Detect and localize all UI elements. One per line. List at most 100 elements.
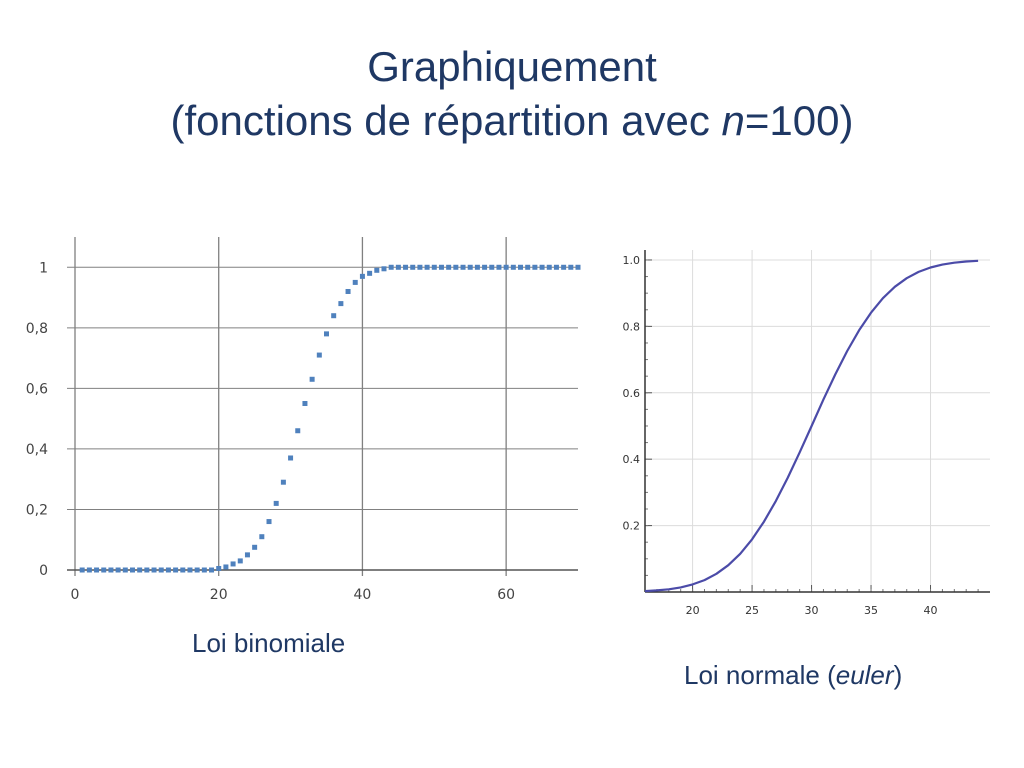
normal-cdf-curve bbox=[644, 259, 979, 593]
data-point bbox=[338, 301, 344, 307]
data-point bbox=[359, 273, 365, 279]
caption-normal-prefix: Loi normale ( bbox=[684, 660, 836, 690]
data-point bbox=[79, 567, 85, 573]
y-tick-label: 0,4 bbox=[26, 442, 48, 458]
data-point bbox=[438, 264, 444, 270]
y-tick-label: 0.8 bbox=[623, 320, 641, 333]
data-point bbox=[496, 264, 502, 270]
y-tick-label: 0.6 bbox=[623, 387, 641, 400]
x-tick-label: 40 bbox=[924, 604, 938, 617]
data-point bbox=[381, 266, 387, 272]
data-point bbox=[165, 567, 171, 573]
x-tick-label: 30 bbox=[805, 604, 819, 617]
data-point bbox=[403, 264, 409, 270]
data-point bbox=[144, 567, 150, 573]
data-point bbox=[374, 267, 380, 273]
normal-cdf-chart: 0.2 0.4 0.6 0.8 1.0 20 25 30 35 40 bbox=[623, 250, 990, 617]
data-point bbox=[446, 264, 452, 270]
data-point bbox=[209, 567, 215, 573]
x-tick-label: 35 bbox=[864, 604, 878, 617]
data-point bbox=[546, 264, 552, 270]
data-point bbox=[122, 567, 128, 573]
data-point bbox=[94, 567, 100, 573]
y-tick-label: 1.0 bbox=[623, 254, 641, 267]
data-point bbox=[539, 264, 545, 270]
data-point bbox=[129, 567, 135, 573]
caption-normal: Loi normale (euler) bbox=[684, 660, 902, 691]
data-point bbox=[331, 313, 337, 319]
data-point bbox=[86, 567, 92, 573]
x-tick-label: 25 bbox=[745, 604, 759, 617]
data-point bbox=[237, 558, 243, 564]
data-point bbox=[187, 567, 193, 573]
data-point bbox=[352, 279, 358, 285]
title-variable-n: n bbox=[721, 97, 745, 144]
data-point bbox=[510, 264, 516, 270]
data-point bbox=[151, 567, 157, 573]
data-point bbox=[259, 534, 265, 540]
data-point bbox=[194, 567, 200, 573]
data-point bbox=[388, 264, 394, 270]
data-point bbox=[230, 561, 236, 567]
binomial-cdf-chart: 0 0,2 0,4 0,6 0,8 1 0 20 40 60 bbox=[26, 237, 581, 603]
data-point bbox=[316, 352, 322, 358]
data-point bbox=[244, 552, 250, 558]
data-point bbox=[424, 264, 430, 270]
data-point bbox=[173, 567, 179, 573]
data-point bbox=[101, 567, 107, 573]
y-tick-label: 0 bbox=[39, 563, 48, 579]
data-point bbox=[324, 331, 329, 337]
title-line-1: Graphiquement bbox=[367, 43, 657, 90]
data-point bbox=[467, 264, 473, 270]
data-point bbox=[553, 264, 559, 270]
data-point bbox=[503, 264, 509, 270]
x-tick-label: 40 bbox=[354, 587, 372, 603]
data-point bbox=[216, 565, 222, 571]
data-point bbox=[345, 288, 351, 294]
x-tick-label: 20 bbox=[210, 587, 228, 603]
data-point bbox=[108, 567, 114, 573]
title-line-2-prefix: (fonctions de répartition avec bbox=[170, 97, 722, 144]
data-point bbox=[474, 264, 480, 270]
data-point bbox=[302, 401, 308, 406]
data-point bbox=[532, 264, 538, 270]
x-tick-label: 20 bbox=[686, 604, 700, 617]
data-point bbox=[158, 567, 164, 573]
data-point bbox=[309, 376, 315, 382]
data-point bbox=[280, 479, 286, 485]
y-tick-label: 0,2 bbox=[26, 502, 48, 518]
x-tick-label: 0 bbox=[71, 587, 80, 603]
data-point bbox=[460, 264, 466, 270]
y-tick-label: 0,6 bbox=[26, 381, 48, 397]
slide-title: Graphiquement (fonctions de répartition … bbox=[0, 40, 1024, 148]
data-point bbox=[518, 264, 524, 270]
y-tick-label: 1 bbox=[39, 260, 48, 276]
data-point bbox=[367, 270, 373, 276]
data-point bbox=[431, 264, 437, 270]
data-point bbox=[489, 264, 495, 270]
data-point bbox=[453, 264, 459, 270]
data-point bbox=[417, 264, 423, 270]
data-point bbox=[575, 264, 581, 270]
data-point bbox=[295, 428, 301, 434]
x-tick-label: 60 bbox=[497, 587, 515, 603]
data-point bbox=[252, 544, 258, 550]
data-point bbox=[223, 564, 229, 570]
y-tick-label: 0.4 bbox=[623, 453, 641, 466]
data-point bbox=[180, 567, 186, 573]
y-tick-label: 0,8 bbox=[26, 321, 48, 337]
data-point bbox=[568, 264, 574, 270]
data-point bbox=[137, 567, 143, 573]
caption-normal-suffix: ) bbox=[893, 660, 903, 690]
data-point bbox=[288, 455, 294, 461]
data-point bbox=[201, 567, 207, 573]
data-point bbox=[525, 264, 531, 270]
y-tick-label: 0.2 bbox=[623, 520, 641, 533]
title-line-2: (fonctions de répartition avec n=100) bbox=[0, 94, 1024, 148]
title-line-2-suffix: =100) bbox=[744, 97, 854, 144]
data-point bbox=[561, 264, 567, 270]
data-point bbox=[482, 264, 488, 270]
data-point bbox=[266, 519, 272, 525]
caption-normal-italic: euler bbox=[835, 660, 894, 690]
data-point bbox=[395, 264, 401, 270]
